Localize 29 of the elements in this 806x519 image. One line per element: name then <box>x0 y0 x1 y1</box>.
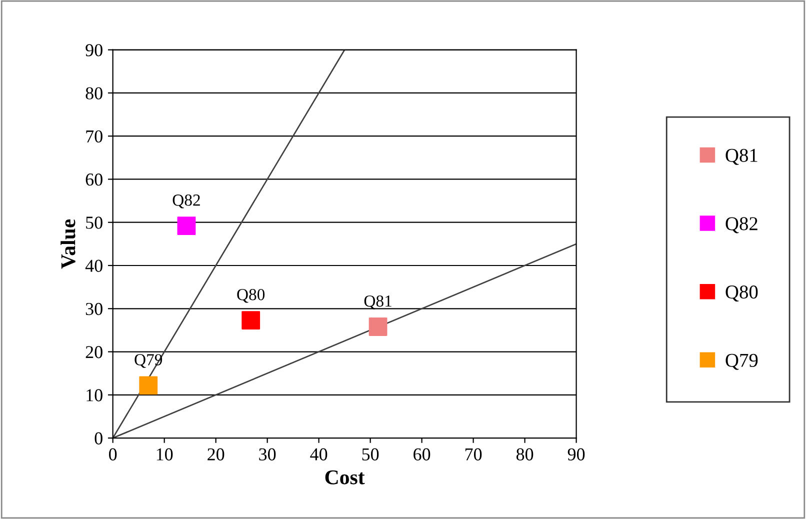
y-tick-label: 90 <box>86 44 102 56</box>
x-tick-label: 90 <box>568 448 585 460</box>
y-tick-label: 80 <box>86 87 102 100</box>
text: Q82 <box>172 194 200 208</box>
legend-label: Q79 <box>726 354 758 370</box>
x-tick-label: 40 <box>310 448 328 460</box>
x-tick-label: 70 <box>465 448 482 460</box>
y-tick-label: 10 <box>86 389 102 402</box>
y-tick-label: 30 <box>86 302 102 316</box>
y-tick-label: 20 <box>86 346 102 358</box>
y-axis-title: Value <box>60 219 76 269</box>
text: Q80 <box>237 288 265 303</box>
legend-label: Q80 <box>726 285 758 302</box>
y-tick-label: 0 <box>94 432 102 444</box>
x-axis-title: Cost <box>325 470 365 484</box>
x-tick-label: 30 <box>259 448 276 460</box>
y-tick-label: 50 <box>86 216 102 229</box>
text: Q81 <box>364 295 392 310</box>
y-tick-label: 60 <box>86 173 102 186</box>
x-tick-label: 0 <box>109 448 117 460</box>
x-tick-label: 80 <box>516 448 534 460</box>
legend-label: Q82 <box>726 217 758 234</box>
y-tick-label: 40 <box>85 260 102 272</box>
y-tick-label: 70 <box>86 130 102 143</box>
x-tick-label: 60 <box>414 448 430 460</box>
legend-label: Q81 <box>726 148 758 165</box>
x-tick-label: 20 <box>208 448 224 460</box>
x-tick-label: 50 <box>362 448 379 460</box>
x-tick-label: 10 <box>156 448 173 460</box>
